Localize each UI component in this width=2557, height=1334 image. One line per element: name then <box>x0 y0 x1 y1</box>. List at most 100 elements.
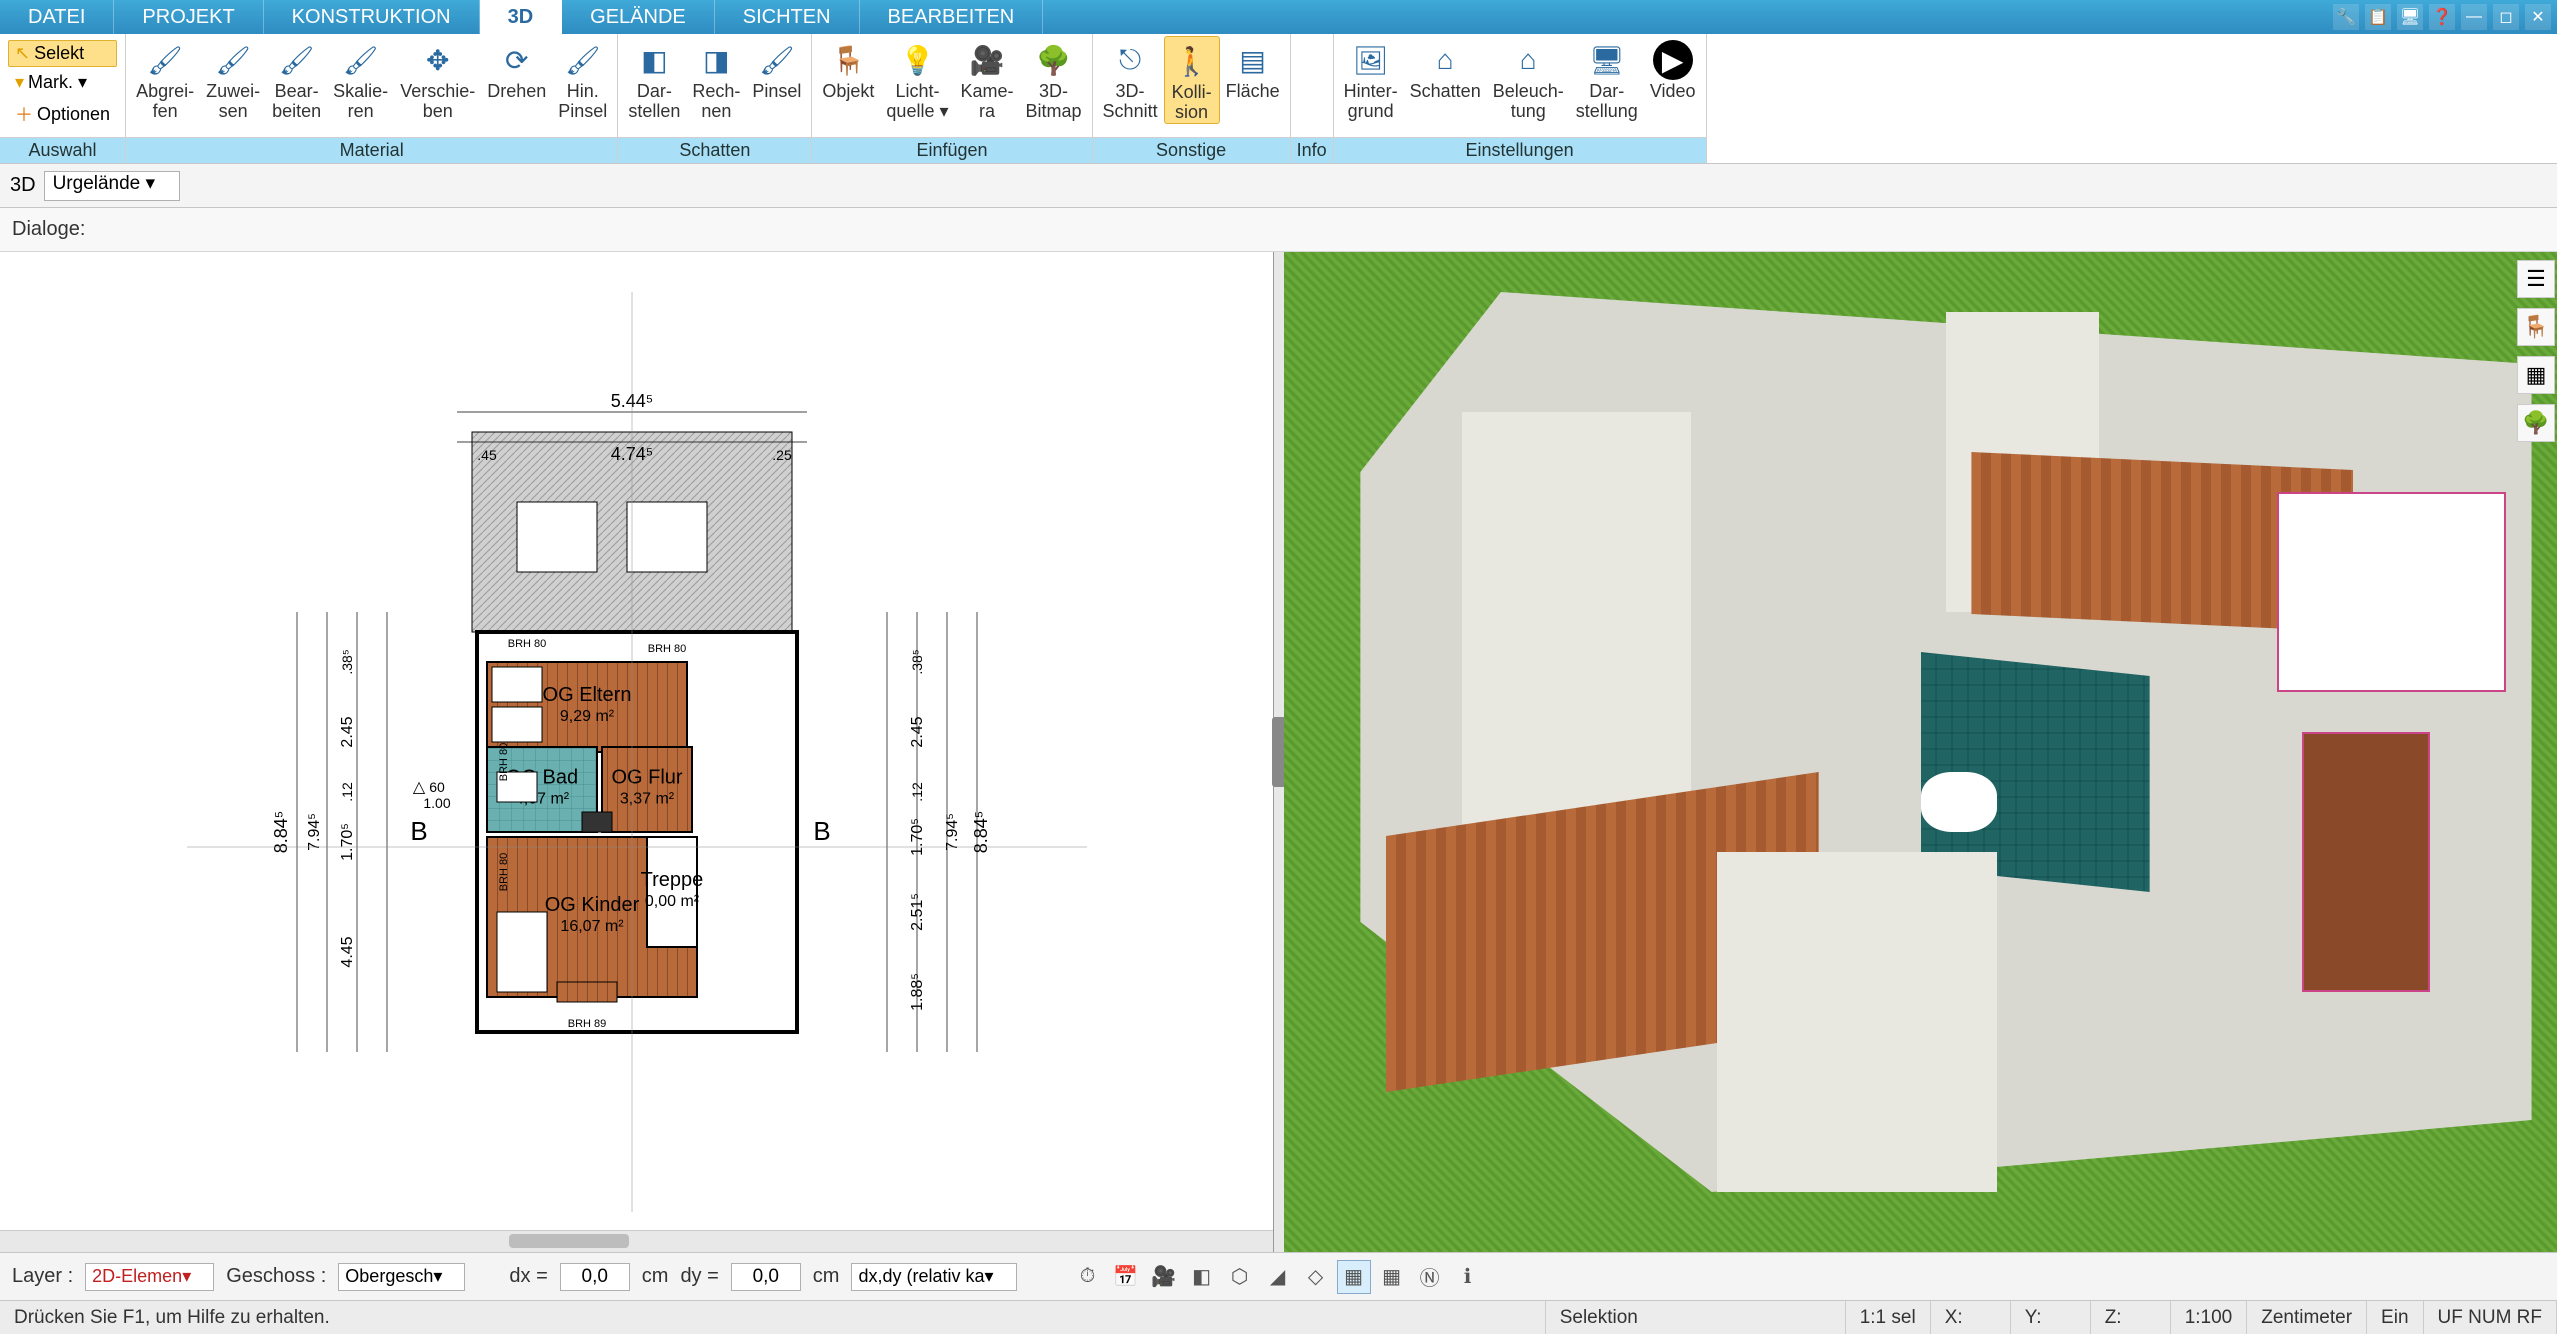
ribbon-btn[interactable]: ⌂Beleuch- tung <box>1487 36 1570 122</box>
view-toggle[interactable]: 📅 <box>1109 1260 1143 1294</box>
view-toggle[interactable]: Ⓝ <box>1413 1260 1447 1294</box>
view-toggle[interactable]: 🎥 <box>1147 1260 1181 1294</box>
view-toggle[interactable]: ⏱ <box>1071 1260 1105 1294</box>
ribbon-btn[interactable]: 🎥Kame- ra <box>955 36 1020 122</box>
ribbon-group-title: Einstellungen <box>1334 137 1706 163</box>
view-toggle[interactable]: ℹ <box>1451 1260 1485 1294</box>
ribbon-btn[interactable]: 🖌Pinsel <box>746 36 807 102</box>
ribbon-btn[interactable]: 🖌Abgrei- fen <box>130 36 200 122</box>
ribbon-btn[interactable]: ◧Dar- stellen <box>622 36 686 122</box>
ribbon-btn[interactable]: 🖼Hinter- grund <box>1338 36 1404 122</box>
ribbon-btn[interactable]: 🚶Kolli- sion <box>1164 36 1220 124</box>
3d-view-pane[interactable]: ☰ 🪑 ▦ 🌳 <box>1284 252 2557 1252</box>
svg-text:16,07 m²: 16,07 m² <box>560 918 624 935</box>
ribbon-btn[interactable]: 🖥Dar- stellung <box>1570 36 1644 122</box>
svg-text:.25: .25 <box>772 447 792 463</box>
view-tool-icon[interactable]: ☰ <box>2517 260 2555 298</box>
svg-text:.45: .45 <box>477 447 497 463</box>
status-ratio: 1:1 sel <box>1846 1301 1931 1334</box>
svg-text:BRH 80: BRH 80 <box>498 853 510 892</box>
view-toggle[interactable]: ◢ <box>1261 1260 1295 1294</box>
ribbon-btn[interactable]: 💡Licht- quelle ▾ <box>880 36 954 122</box>
status-bar: Drücken Sie F1, um Hilfe zu erhalten. Se… <box>0 1300 2557 1334</box>
ribbon-btn[interactable]: ▶Video <box>1644 36 1702 102</box>
ribbon: ↖Selekt▾Mark. ▾＋OptionenAuswahl🖌Abgrei- … <box>0 34 2557 164</box>
menu-tab-gelände[interactable]: GELÄNDE <box>562 0 715 34</box>
dx-input[interactable] <box>560 1263 630 1291</box>
dx-label: dx = <box>509 1265 547 1288</box>
svg-text:9,29 m²: 9,29 m² <box>559 708 614 725</box>
ribbon-btn[interactable]: 🪑Objekt <box>816 36 880 102</box>
ribbon-btn[interactable]: ⟳Drehen <box>481 36 552 102</box>
view-toggle[interactable]: ⬡ <box>1223 1260 1257 1294</box>
svg-text:7.94⁵: 7.94⁵ <box>306 813 323 851</box>
dy-input[interactable] <box>731 1263 801 1291</box>
pane-splitter[interactable] <box>1274 252 1284 1252</box>
window-icon[interactable]: ❓ <box>2429 4 2455 30</box>
svg-text:OG Eltern: OG Eltern <box>542 684 631 706</box>
svg-text:BRH 80: BRH 80 <box>507 638 546 650</box>
terrain-combo[interactable]: Urgelände ▾ <box>44 171 181 201</box>
view-toggle[interactable]: ▦ <box>1337 1260 1371 1294</box>
svg-text:.12: .12 <box>909 782 925 802</box>
view-tool-icon[interactable]: 🪑 <box>2517 308 2555 346</box>
ribbon-group-title: Einfügen <box>812 137 1091 163</box>
svg-text:B: B <box>410 816 427 846</box>
ribbon-btn[interactable]: ✥Verschie- ben <box>394 36 481 122</box>
dialog-toolbar: Dialoge: <box>0 208 2557 252</box>
ribbon-btn[interactable]: ▤Fläche <box>1220 36 1286 102</box>
window-icon[interactable]: 🔧 <box>2333 4 2359 30</box>
status-y: Y: <box>2011 1301 2091 1334</box>
svg-text:Treppe: Treppe <box>640 869 703 891</box>
svg-text:60: 60 <box>429 779 445 795</box>
ribbon-btn[interactable]: 🌳3D- Bitmap <box>1020 36 1088 122</box>
ribbon-btn[interactable]: ⌂Schatten <box>1404 36 1487 102</box>
menu-tab-sichten[interactable]: SICHTEN <box>715 0 860 34</box>
ribbon-mark. ▾[interactable]: ▾Mark. ▾ <box>8 69 117 96</box>
ribbon-btn[interactable]: ◨Rech- nen <box>686 36 746 122</box>
layer-label: Layer : <box>12 1265 73 1288</box>
window-icon[interactable]: — <box>2461 4 2487 30</box>
svg-text:OG Flur: OG Flur <box>611 767 682 789</box>
svg-text:BRH 80: BRH 80 <box>498 743 510 782</box>
floor-label: Geschoss : <box>226 1265 326 1288</box>
menu-tab-3d[interactable]: 3D <box>480 0 563 34</box>
mode-combo[interactable]: dx,dy (relativ ka▾ <box>851 1263 1016 1291</box>
ribbon-btn[interactable]: 🖌Hin. Pinsel <box>552 36 613 122</box>
view-toggle[interactable]: ◇ <box>1299 1260 1333 1294</box>
ribbon-selekt[interactable]: ↖Selekt <box>8 40 117 67</box>
mode-label: 3D <box>10 174 36 197</box>
layer-combo[interactable]: 2D-Elemen▾ <box>85 1263 214 1291</box>
svg-text:2.45: 2.45 <box>339 716 356 747</box>
svg-text:0,00 m²: 0,00 m² <box>644 893 699 910</box>
3d-viewport[interactable] <box>1284 252 2557 1252</box>
menu-tab-bearbeiten[interactable]: BEARBEITEN <box>860 0 1044 34</box>
window-icon[interactable]: 📋 <box>2365 4 2391 30</box>
ribbon-optionen[interactable]: ＋Optionen <box>8 98 117 130</box>
floorplan-pane[interactable]: OG Eltern9,29 m²OG Bad4,07 m²OG Flur3,37… <box>0 252 1274 1252</box>
svg-text:1.70⁵: 1.70⁵ <box>339 823 356 861</box>
window-icon[interactable]: ✕ <box>2525 4 2551 30</box>
window-icon[interactable]: 🖥 <box>2397 4 2423 30</box>
window-icon[interactable]: ◻ <box>2493 4 2519 30</box>
status-unit: Zentimeter <box>2247 1301 2367 1334</box>
svg-text:BRH 80: BRH 80 <box>647 643 686 655</box>
svg-text:BRH 89: BRH 89 <box>567 1018 606 1030</box>
dialog-label: Dialoge: <box>12 218 85 241</box>
ribbon-group-title: Schatten <box>618 137 811 163</box>
ribbon-btn[interactable]: ⎋3D- Schnitt <box>1097 36 1164 122</box>
view-tool-icon[interactable]: 🌳 <box>2517 404 2555 442</box>
status-z: Z: <box>2091 1301 2171 1334</box>
ribbon-btn[interactable]: 🖌Zuwei- sen <box>200 36 266 122</box>
floor-combo[interactable]: Obergesch▾ <box>338 1263 465 1291</box>
view-toggle[interactable]: ◧ <box>1185 1260 1219 1294</box>
menu-tab-projekt[interactable]: PROJEKT <box>114 0 263 34</box>
menu-tab-konstruktion[interactable]: KONSTRUKTION <box>264 0 480 34</box>
h-scrollbar-thumb[interactable] <box>509 1234 629 1248</box>
ribbon-btn[interactable]: 🖌Skalie- ren <box>327 36 394 122</box>
status-selection: Selektion <box>1546 1301 1846 1334</box>
ribbon-btn[interactable]: 🖌Bear- beiten <box>266 36 327 122</box>
view-tool-icon[interactable]: ▦ <box>2517 356 2555 394</box>
view-toggle[interactable]: ▦ <box>1375 1260 1409 1294</box>
menu-tab-datei[interactable]: DATEI <box>0 0 114 34</box>
